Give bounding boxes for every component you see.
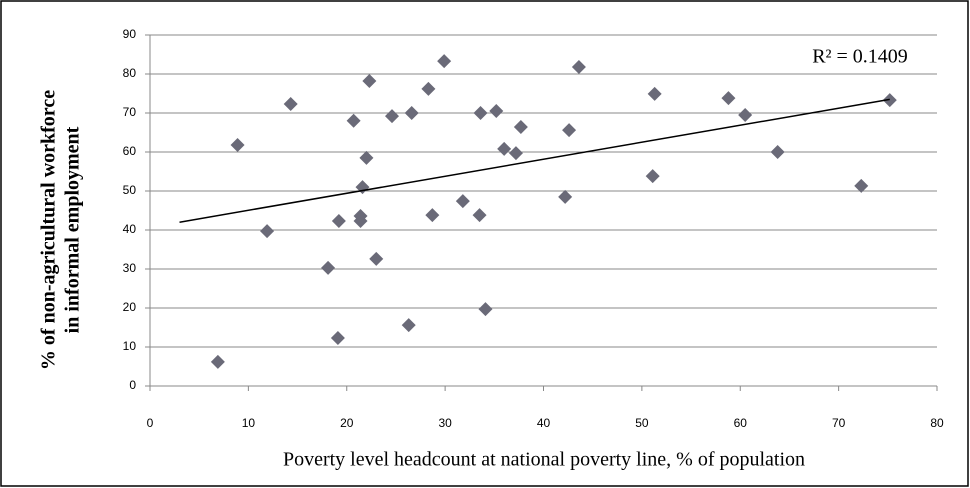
scatter-point bbox=[346, 113, 361, 128]
scatter-point bbox=[385, 109, 400, 124]
trendline bbox=[179, 98, 890, 223]
scatter-point bbox=[738, 107, 753, 122]
x-tick-label: 20 bbox=[340, 416, 354, 430]
y-tick-label: 80 bbox=[123, 66, 137, 80]
scatter-point bbox=[721, 91, 736, 106]
scatter-point bbox=[330, 331, 345, 346]
scatter-point bbox=[362, 74, 377, 89]
scatter-point bbox=[513, 120, 528, 135]
scatter-point bbox=[647, 86, 662, 101]
scatter-point bbox=[497, 141, 512, 156]
x-axis-title: Poverty level headcount at national pove… bbox=[283, 449, 805, 471]
x-tick-label: 40 bbox=[537, 416, 551, 430]
scatter-point bbox=[321, 260, 336, 275]
y-axis-title: % of non-agricultural workforce bbox=[38, 90, 60, 370]
scatter-point bbox=[508, 146, 523, 161]
x-tick-label: 60 bbox=[734, 416, 748, 430]
y-tick-label: 40 bbox=[123, 222, 137, 236]
scatter-point bbox=[331, 214, 346, 229]
y-tick-label: 90 bbox=[123, 27, 137, 41]
y-tick-label: 0 bbox=[129, 378, 136, 392]
scatter-point bbox=[425, 208, 440, 223]
scatter-point bbox=[882, 93, 897, 108]
scatter-point bbox=[571, 59, 586, 74]
scatter-point bbox=[770, 145, 785, 159]
scatter-point bbox=[401, 318, 416, 333]
scatter-point bbox=[562, 123, 577, 138]
scatter-point bbox=[473, 106, 488, 120]
scatter-point bbox=[472, 208, 487, 223]
y-tick-label: 70 bbox=[123, 105, 137, 119]
scatter-point bbox=[645, 169, 660, 184]
scatter-point bbox=[369, 251, 384, 266]
x-tick-label: 10 bbox=[242, 416, 256, 430]
scatter-point bbox=[854, 178, 869, 193]
scatter-point bbox=[353, 214, 368, 229]
scatter-point bbox=[455, 194, 470, 209]
y-tick-label: 30 bbox=[123, 261, 137, 275]
y-tick-label: 50 bbox=[123, 183, 137, 197]
scatter-point bbox=[283, 97, 298, 112]
scatter-point bbox=[558, 189, 573, 204]
scatter-point bbox=[478, 302, 493, 317]
scatter-point bbox=[260, 224, 275, 239]
scatter-point bbox=[489, 104, 504, 119]
x-tick-label: 30 bbox=[438, 416, 452, 430]
x-tick-label: 80 bbox=[930, 416, 944, 430]
y-tick-label: 60 bbox=[123, 144, 137, 158]
scatter-point bbox=[437, 54, 452, 69]
scatter-point bbox=[421, 81, 436, 96]
x-tick-label: 50 bbox=[635, 416, 649, 430]
y-axis-title: in informal employment bbox=[62, 126, 84, 333]
x-tick-label: 0 bbox=[147, 416, 154, 430]
scatter-point bbox=[230, 137, 245, 152]
scatter-point bbox=[404, 106, 419, 120]
r-squared-annotation: R² = 0.1409 bbox=[812, 46, 908, 68]
scatter-point bbox=[359, 150, 374, 165]
x-tick-label: 70 bbox=[832, 416, 846, 430]
scatter-point bbox=[210, 354, 225, 369]
y-tick-label: 10 bbox=[123, 339, 137, 353]
y-tick-label: 20 bbox=[123, 300, 137, 314]
